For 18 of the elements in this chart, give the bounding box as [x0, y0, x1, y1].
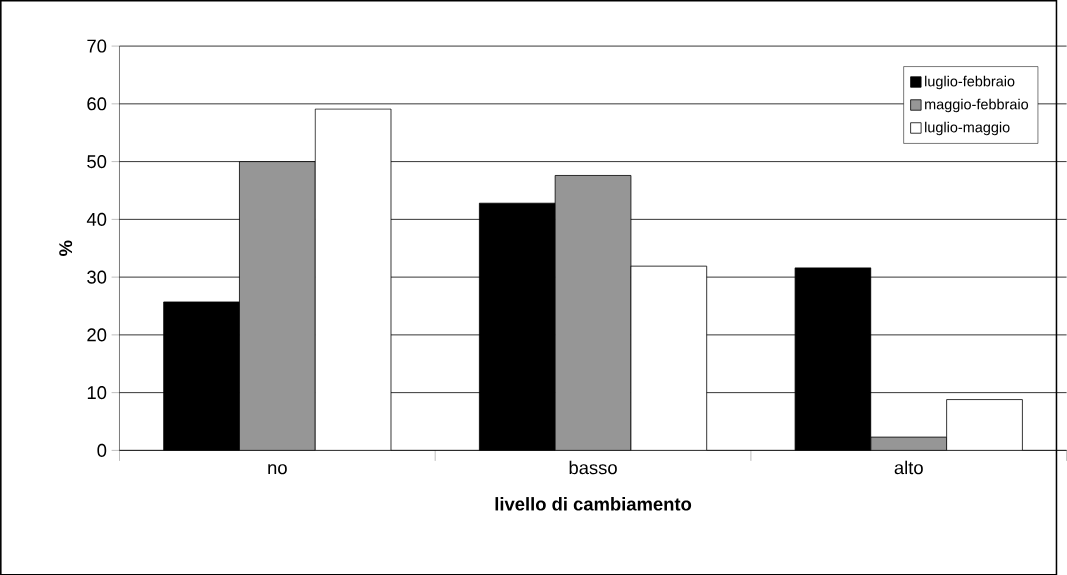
y-tick-label: 0: [97, 443, 107, 457]
x-axis-title: livello di cambiamento: [495, 496, 692, 511]
y-tick-label: 30: [87, 270, 107, 284]
bar: [239, 160, 316, 451]
y-tick-label: 60: [87, 97, 107, 111]
y-tick-label: 50: [87, 154, 107, 168]
x-tick-label: basso: [569, 460, 617, 475]
y-tick-label: 10: [87, 385, 107, 399]
bar: [554, 174, 632, 451]
x-tick-label: no: [268, 463, 287, 475]
legend-label: maggio-febbraio: [925, 98, 1029, 113]
x-tick-label: alto: [894, 460, 923, 475]
y-tick-label: 20: [87, 328, 107, 342]
y-axis-title: %: [59, 240, 73, 256]
legend-label: luglio-maggio: [925, 121, 1010, 135]
legend-label: luglio-febbraio: [925, 75, 1015, 90]
y-tick-label: 70: [87, 39, 107, 53]
y-tick-label: 40: [86, 212, 107, 226]
